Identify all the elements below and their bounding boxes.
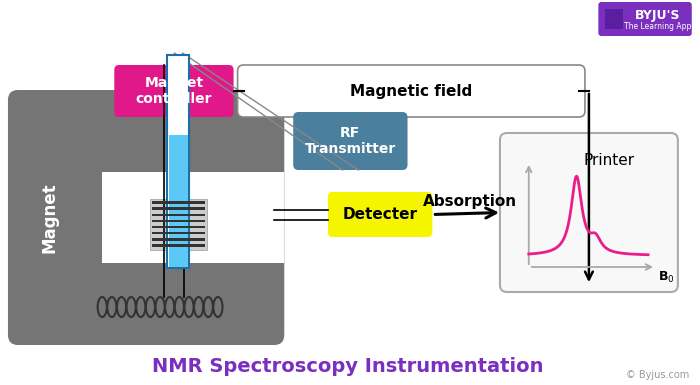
Text: Magnet: Magnet <box>41 182 59 253</box>
Bar <box>102 172 284 263</box>
Bar <box>152 244 205 247</box>
Bar <box>152 226 205 228</box>
FancyBboxPatch shape <box>8 90 284 345</box>
Text: RF
Transmitter: RF Transmitter <box>304 126 396 156</box>
Text: Magnetic field: Magnetic field <box>350 84 472 99</box>
Text: Absorption: Absorption <box>423 194 517 209</box>
Text: The Learning App: The Learning App <box>624 22 692 30</box>
Bar <box>150 199 207 249</box>
Text: Printer: Printer <box>583 152 634 167</box>
FancyBboxPatch shape <box>114 65 234 117</box>
Text: Detecter: Detecter <box>343 207 418 222</box>
Bar <box>152 201 205 204</box>
FancyBboxPatch shape <box>328 192 433 237</box>
Text: $\mathbf{B}_0$: $\mathbf{B}_0$ <box>658 270 675 285</box>
Text: © Byjus.com: © Byjus.com <box>626 370 689 380</box>
Text: Magnet
controller: Magnet controller <box>136 76 212 106</box>
FancyBboxPatch shape <box>500 133 678 292</box>
Bar <box>152 238 205 241</box>
Text: BYJU'S: BYJU'S <box>635 9 680 22</box>
Bar <box>152 208 205 210</box>
FancyBboxPatch shape <box>237 65 585 117</box>
Bar <box>606 9 623 29</box>
Bar <box>169 135 188 267</box>
FancyBboxPatch shape <box>598 2 692 36</box>
Bar <box>152 232 205 234</box>
Text: NMR Spectroscopy Instrumentation: NMR Spectroscopy Instrumentation <box>152 358 544 377</box>
Bar <box>152 214 205 216</box>
FancyBboxPatch shape <box>293 112 407 170</box>
Bar <box>167 55 189 268</box>
Bar <box>152 220 205 222</box>
